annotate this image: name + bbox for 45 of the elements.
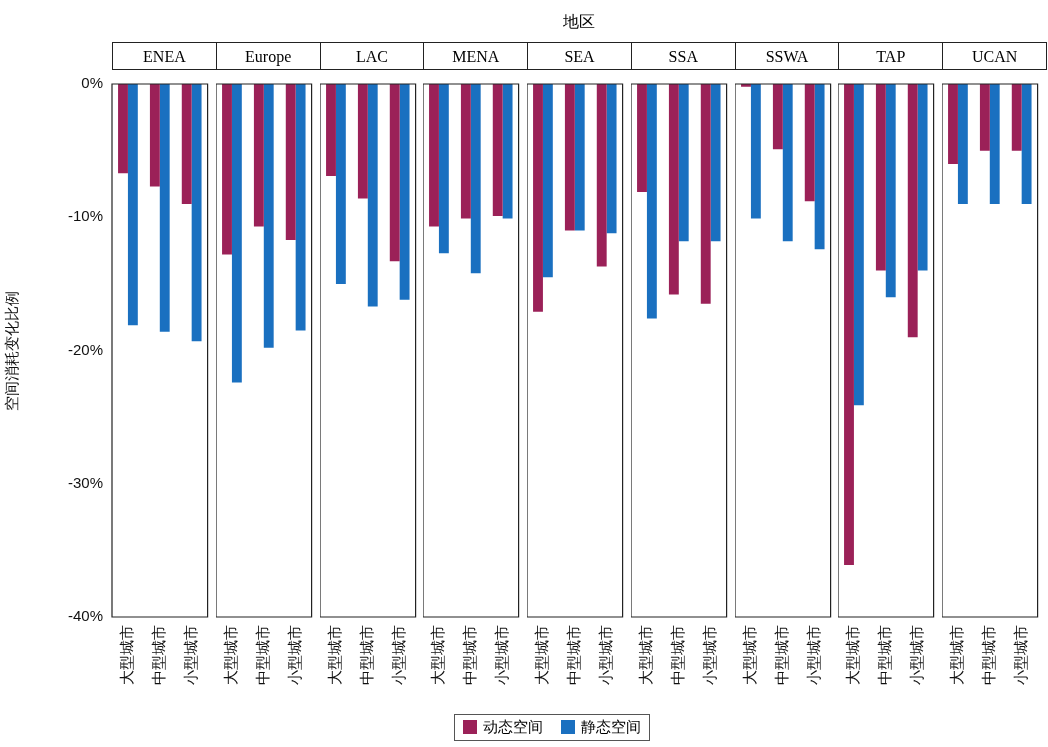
text: 地区 bbox=[562, 12, 596, 33]
y-tick-label: -20% bbox=[67, 340, 103, 358]
x-tick-label: 中型城市 bbox=[876, 625, 895, 685]
x-tick-label: 大型城市 bbox=[532, 625, 551, 685]
chart-title: LAC bbox=[319, 42, 425, 70]
y-tick-label: 0% bbox=[81, 74, 103, 92]
x-tick-label: 大型城市 bbox=[117, 625, 136, 685]
chart-title: UCAN bbox=[942, 42, 1047, 70]
legend-label: 静态空间 bbox=[580, 718, 641, 737]
chart-title: SSA bbox=[630, 42, 736, 70]
x-tick-label: 小型城市 bbox=[907, 625, 926, 685]
chart-title: ENEA bbox=[112, 42, 217, 70]
x-tick-label: 小型城市 bbox=[700, 625, 719, 685]
x-tick-label: 大型城市 bbox=[325, 625, 344, 685]
x-tick-label: 中型城市 bbox=[149, 625, 168, 685]
x-tick-label: 中型城市 bbox=[461, 625, 480, 685]
chart-title: TAP bbox=[838, 42, 944, 70]
x-tick-label: 小型城市 bbox=[285, 625, 304, 685]
x-tick-label: 中型城市 bbox=[979, 625, 998, 685]
x-tick-label: 大型城市 bbox=[948, 625, 967, 685]
x-tick-label: 大型城市 bbox=[221, 625, 240, 685]
x-tick-label: 小型城市 bbox=[389, 625, 408, 685]
x-tick-label: 小型城市 bbox=[1011, 625, 1030, 685]
x-tick-label: 大型城市 bbox=[429, 625, 448, 685]
x-tick-label: 中型城市 bbox=[772, 625, 791, 685]
x-tick-label: 大型城市 bbox=[636, 625, 655, 685]
x-tick-label: 大型城市 bbox=[740, 625, 759, 685]
x-tick-label: 中型城市 bbox=[253, 625, 272, 685]
x-tick-label: 小型城市 bbox=[181, 625, 200, 685]
x-tick-label: 小型城市 bbox=[492, 625, 511, 685]
x-tick-label: 大型城市 bbox=[844, 625, 863, 685]
chart-title: Europe bbox=[215, 42, 321, 70]
x-tick-label: 小型城市 bbox=[596, 625, 615, 685]
chart-title: SEA bbox=[527, 42, 632, 70]
chart-title: MENA bbox=[423, 42, 529, 70]
x-tick-label: 小型城市 bbox=[804, 625, 823, 685]
y-tick-label: -10% bbox=[67, 207, 103, 225]
x-tick-label: 中型城市 bbox=[357, 625, 376, 685]
y-tick-label: -30% bbox=[67, 473, 103, 491]
x-tick-label: 中型城市 bbox=[564, 625, 583, 685]
x-tick-label: 中型城市 bbox=[668, 625, 687, 685]
legend-label: 动态空间 bbox=[482, 718, 543, 737]
y-axis-title: 空间消耗变化比例 bbox=[2, 290, 21, 411]
chart-title: SSWA bbox=[734, 42, 840, 70]
y-tick-label: -40% bbox=[67, 607, 103, 625]
